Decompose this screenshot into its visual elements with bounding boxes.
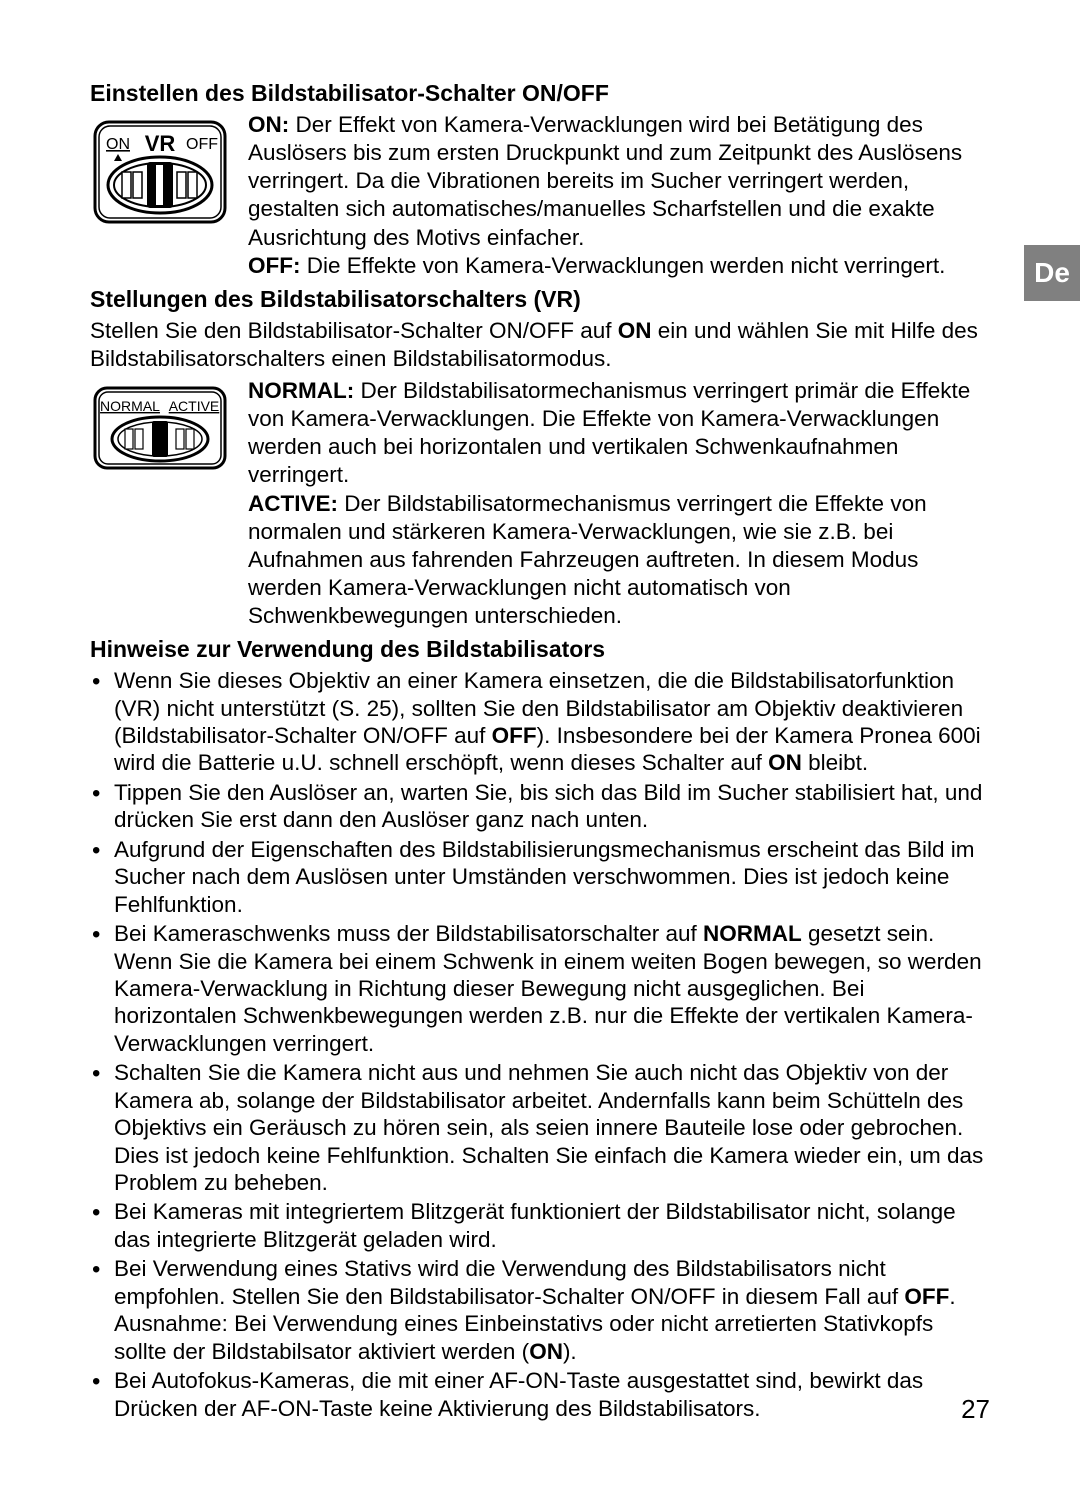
- off-text: Die Effekte von Kamera-Verwacklungen wer…: [300, 253, 945, 278]
- active-label: ACTIVE:: [248, 491, 338, 516]
- switch-normal-label: NORMAL: [100, 398, 160, 414]
- section1-text-block: ON: Der Effekt von Kamera-Verwacklungen …: [248, 111, 990, 280]
- note-item: Aufgrund der Eigenschaften des Bildstabi…: [114, 836, 990, 918]
- section1-heading: Einstellen des Bildstabilisator-Schalter…: [90, 80, 990, 107]
- normal-text: Der Bildstabilisatormechanismus verringe…: [248, 378, 970, 487]
- on-text: Der Effekt von Kamera-Verwacklungen wird…: [248, 112, 962, 250]
- note-item: Tippen Sie den Auslöser an, warten Sie, …: [114, 779, 990, 834]
- note-item: Wenn Sie dieses Objektiv an einer Kamera…: [114, 667, 990, 777]
- switch-on-label: ON: [106, 136, 130, 153]
- switch-off-label: OFF: [186, 136, 218, 153]
- note-item: Schalten Sie die Kamera nicht aus und ne…: [114, 1059, 990, 1196]
- off-label: OFF:: [248, 253, 300, 278]
- normal-label: NORMAL:: [248, 378, 354, 403]
- vr-onoff-switch-figure: ON VR OFF: [90, 117, 230, 280]
- note-item: Bei Kameras mit integriertem Blitzgerät …: [114, 1198, 990, 1253]
- active-text: Der Bildstabilisatormechanismus verringe…: [248, 491, 927, 629]
- section2-heading: Stellungen des Bildstabilisatorschalters…: [90, 286, 990, 313]
- section2-text-block: NORMAL: Der Bildstabilisatormechanismus …: [248, 377, 990, 630]
- page-number: 27: [961, 1394, 990, 1425]
- on-label: ON:: [248, 112, 289, 137]
- section3-heading: Hinweise zur Verwendung des Bildstabilis…: [90, 636, 990, 663]
- notes-list: Wenn Sie dieses Objektiv an einer Kamera…: [90, 667, 990, 1422]
- language-tab: De: [1024, 245, 1080, 301]
- vr-mode-switch-figure: NORMAL ACTIVE: [90, 383, 230, 630]
- note-item: Bei Kameraschwenks muss der Bildstabilis…: [114, 920, 990, 1057]
- switch-active-label: ACTIVE: [169, 398, 220, 414]
- switch-vr-label: VR: [145, 131, 176, 156]
- note-item: Bei Autofokus-Kameras, die mit einer AF-…: [114, 1367, 990, 1422]
- section2-intro: Stellen Sie den Bildstabilisator-Schalte…: [90, 317, 990, 373]
- note-item: Bei Verwendung eines Stativs wird die Ve…: [114, 1255, 990, 1365]
